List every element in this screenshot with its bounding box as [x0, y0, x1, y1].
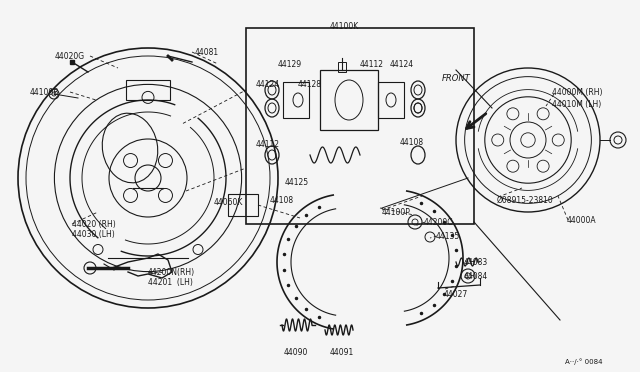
Text: 44100P: 44100P: [382, 208, 411, 217]
Text: 44000A: 44000A: [567, 216, 596, 225]
Text: 44128: 44128: [298, 80, 322, 89]
Text: 44030 (LH): 44030 (LH): [72, 230, 115, 239]
Text: 44084: 44084: [464, 272, 488, 281]
Bar: [338, 62, 346, 72]
Text: 44108: 44108: [400, 138, 424, 147]
Text: 44010M (LH): 44010M (LH): [552, 100, 601, 109]
Text: 44027: 44027: [444, 290, 468, 299]
Text: 44081: 44081: [195, 48, 219, 57]
Text: 44112: 44112: [360, 60, 384, 69]
Text: Ø08915-23810: Ø08915-23810: [497, 196, 554, 205]
Text: 44200C: 44200C: [424, 218, 454, 227]
Text: 44091: 44091: [330, 348, 355, 357]
Text: 44135: 44135: [436, 232, 460, 241]
Text: 44124: 44124: [390, 60, 414, 69]
Text: 44020G: 44020G: [55, 52, 85, 61]
Text: 44108: 44108: [270, 196, 294, 205]
Text: 44100B: 44100B: [30, 88, 60, 97]
Text: 44129: 44129: [278, 60, 302, 69]
Text: 44100K: 44100K: [330, 22, 359, 31]
Text: FRONT: FRONT: [442, 74, 471, 83]
Bar: [246, 28, 474, 224]
Bar: [378, 82, 404, 118]
Text: 44060K: 44060K: [214, 198, 243, 207]
Text: A··/·° 0084: A··/·° 0084: [565, 358, 602, 365]
Bar: [320, 70, 378, 130]
Text: 44000M (RH): 44000M (RH): [552, 88, 602, 97]
Text: 44020 (RH): 44020 (RH): [72, 220, 116, 229]
Text: 44083: 44083: [464, 258, 488, 267]
Text: 44112: 44112: [256, 140, 280, 149]
Bar: [126, 80, 170, 100]
Bar: [228, 194, 258, 216]
Text: 44201  (LH): 44201 (LH): [148, 278, 193, 287]
Text: 44124: 44124: [256, 80, 280, 89]
Bar: [283, 82, 309, 118]
Text: 44090: 44090: [284, 348, 308, 357]
Text: 44200N(RH): 44200N(RH): [148, 268, 195, 277]
Text: 44125: 44125: [285, 178, 309, 187]
